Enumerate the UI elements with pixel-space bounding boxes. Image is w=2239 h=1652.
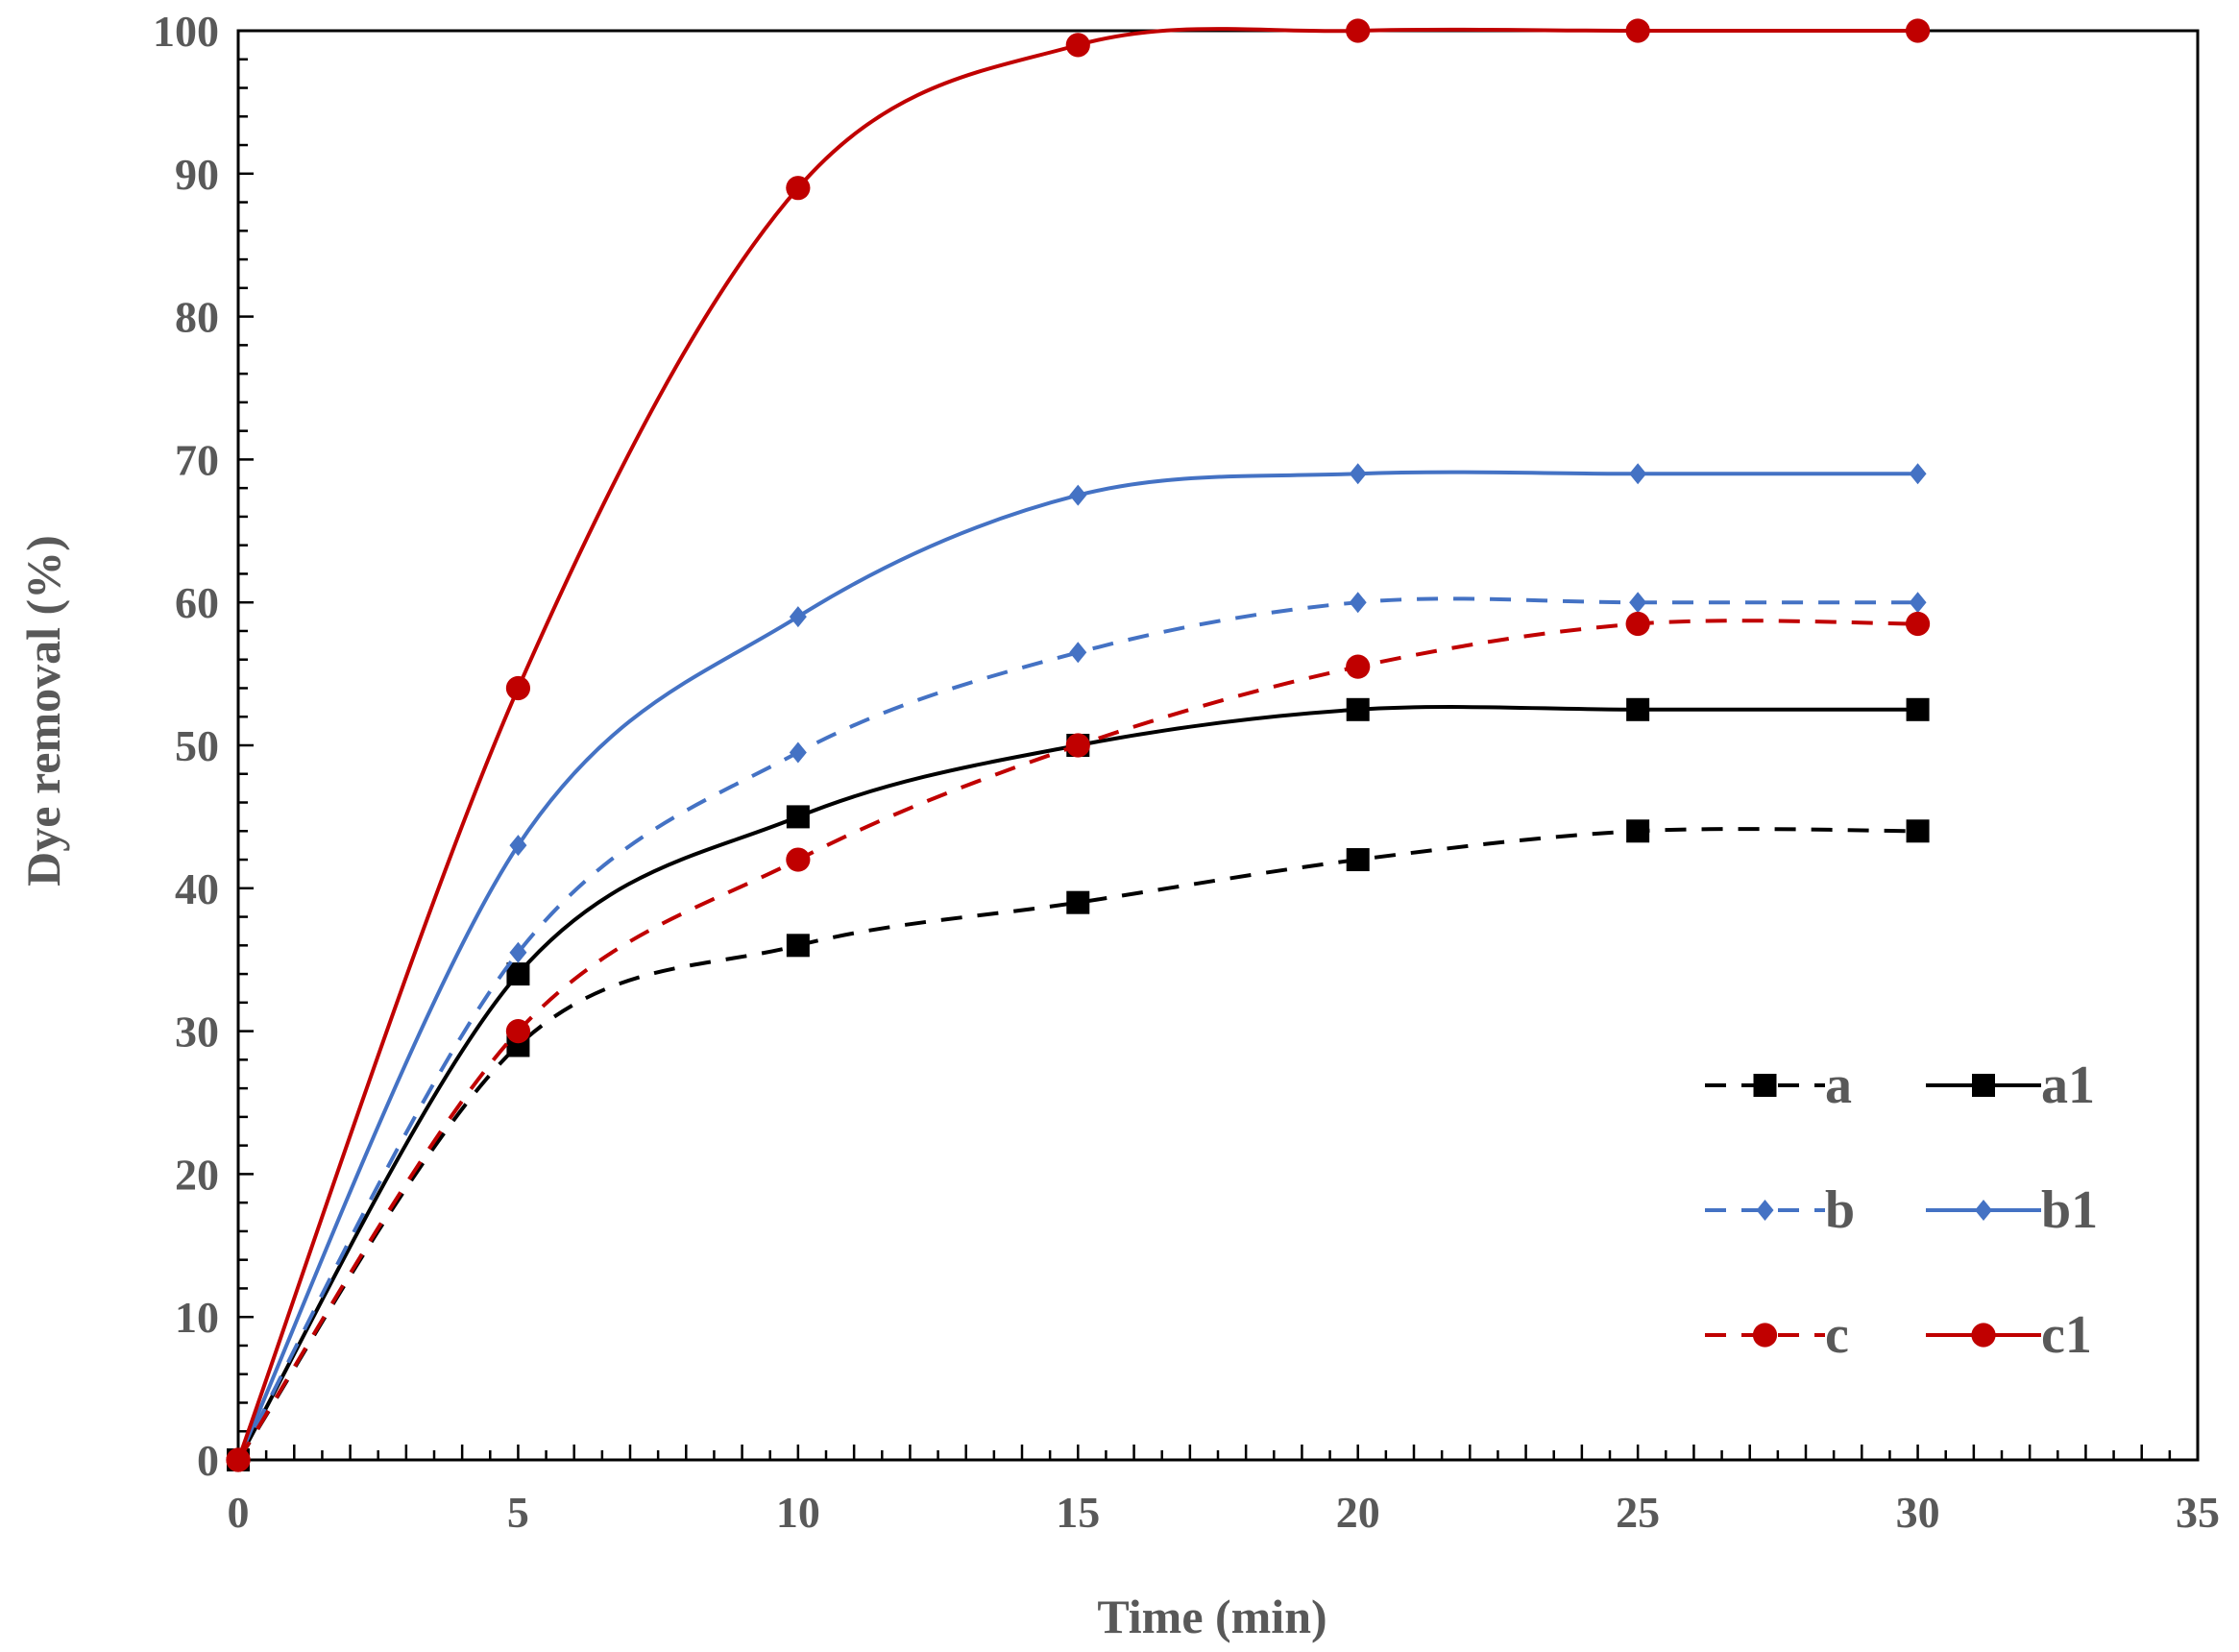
data-point-b bbox=[789, 741, 807, 764]
series-c1 bbox=[226, 18, 1931, 1472]
legend-label: a bbox=[1825, 1056, 1852, 1115]
y-tick-label: 10 bbox=[175, 1293, 219, 1342]
legend-swatch-marker bbox=[1756, 1200, 1774, 1221]
tick-labels: 0 5 10 15 20 25 30 35 0 10 20 30 40 50 60 70 80 90 100 bbox=[153, 7, 2220, 1537]
series-line-c1 bbox=[236, 27, 1918, 1461]
data-point-c bbox=[1065, 733, 1090, 758]
data-point-c1 bbox=[1065, 33, 1090, 58]
legend-swatch-marker bbox=[1975, 1200, 1992, 1221]
legend-label: c1 bbox=[2041, 1305, 2092, 1365]
x-tick-label: 5 bbox=[507, 1488, 529, 1537]
plot-border bbox=[236, 29, 2200, 1462]
x-tick-label: 15 bbox=[1056, 1488, 1100, 1537]
data-point-a bbox=[1906, 819, 1930, 843]
legend-swatch-marker bbox=[1752, 1323, 1778, 1348]
legend-item-a: a bbox=[1705, 1056, 1852, 1115]
data-point-b1 bbox=[1069, 484, 1087, 506]
series-b1 bbox=[230, 463, 1927, 1470]
legend-label: c bbox=[1825, 1305, 1849, 1365]
data-point-a1 bbox=[506, 962, 530, 986]
x-tick-label: 0 bbox=[228, 1488, 250, 1537]
x-tick-label: 30 bbox=[1896, 1488, 1940, 1537]
data-point-a bbox=[1626, 819, 1650, 843]
data-point-a1 bbox=[1346, 697, 1370, 721]
data-point-a1 bbox=[1626, 697, 1650, 721]
data-point-b1 bbox=[789, 606, 807, 628]
legend-item-c1: c1 bbox=[1926, 1305, 2092, 1365]
y-tick-label: 0 bbox=[197, 1436, 219, 1485]
legend-item-b: b bbox=[1705, 1180, 1855, 1240]
data-point-b1 bbox=[1349, 463, 1367, 485]
x-tick-label: 20 bbox=[1336, 1488, 1380, 1537]
legend-swatch-marker bbox=[1971, 1323, 1996, 1348]
data-point-c bbox=[505, 1019, 531, 1044]
data-point-b1 bbox=[1629, 463, 1647, 485]
legend-swatch-marker bbox=[1972, 1074, 1995, 1097]
series-line-a1 bbox=[236, 705, 1918, 1461]
y-tick-label: 50 bbox=[175, 721, 219, 770]
data-point-a bbox=[1346, 848, 1370, 872]
y-tick-label: 70 bbox=[175, 435, 219, 484]
data-point-c bbox=[786, 847, 811, 872]
series-line-b bbox=[236, 596, 1918, 1461]
legend: a a1 b b1 c c1 bbox=[1705, 1056, 2098, 1365]
data-point-c bbox=[1346, 654, 1371, 679]
legend-label: a1 bbox=[2041, 1056, 2095, 1115]
data-point-b bbox=[1909, 592, 1927, 614]
data-point-c bbox=[1625, 611, 1650, 637]
data-point-c1 bbox=[1625, 18, 1650, 43]
legend-label: b bbox=[1825, 1180, 1855, 1240]
data-point-c1 bbox=[1905, 18, 1931, 43]
data-point-a bbox=[1066, 890, 1090, 914]
series-a bbox=[227, 819, 1930, 1471]
x-tick-label: 10 bbox=[776, 1488, 820, 1537]
x-tick-label: 25 bbox=[1616, 1488, 1660, 1537]
data-point-b1 bbox=[509, 835, 527, 857]
plot-frame bbox=[236, 29, 2200, 1462]
y-tick-label: 90 bbox=[175, 150, 219, 199]
y-tick-label: 100 bbox=[153, 7, 219, 56]
data-point-b1 bbox=[1909, 463, 1927, 485]
data-point-c1 bbox=[1346, 18, 1371, 43]
x-axis-title: Time (min) bbox=[1097, 1590, 1326, 1643]
legend-label: b1 bbox=[2041, 1180, 2098, 1240]
data-point-a1 bbox=[786, 805, 810, 829]
series-c bbox=[226, 611, 1931, 1472]
legend-item-b1: b1 bbox=[1926, 1180, 2098, 1240]
series-b bbox=[230, 592, 1927, 1470]
data-point-b bbox=[509, 941, 527, 963]
y-tick-label: 60 bbox=[175, 578, 219, 627]
series-line-b1 bbox=[236, 470, 1918, 1461]
legend-swatch-marker bbox=[1753, 1074, 1777, 1097]
x-tick-label: 35 bbox=[2176, 1488, 2220, 1537]
data-point-a bbox=[786, 934, 810, 958]
y-tick-label: 30 bbox=[175, 1008, 219, 1057]
data-point-c bbox=[1905, 611, 1931, 637]
legend-item-a1: a1 bbox=[1926, 1056, 2095, 1115]
data-point-b bbox=[1349, 592, 1367, 614]
axis-ticks bbox=[236, 29, 2200, 1462]
series-line-a bbox=[236, 827, 1918, 1462]
data-point-b bbox=[1069, 642, 1087, 664]
series-layer bbox=[226, 18, 1931, 1472]
legend-item-c: c bbox=[1705, 1305, 1849, 1365]
data-point-c1 bbox=[505, 675, 531, 701]
y-tick-label: 40 bbox=[175, 864, 219, 913]
y-axis-title: Dye removal (%) bbox=[16, 535, 70, 887]
data-point-b bbox=[1629, 592, 1647, 614]
data-point-a1 bbox=[1906, 697, 1930, 721]
data-point-c1 bbox=[226, 1447, 251, 1472]
y-tick-label: 20 bbox=[175, 1150, 219, 1199]
data-point-c1 bbox=[786, 176, 811, 201]
y-tick-label: 80 bbox=[175, 293, 219, 342]
